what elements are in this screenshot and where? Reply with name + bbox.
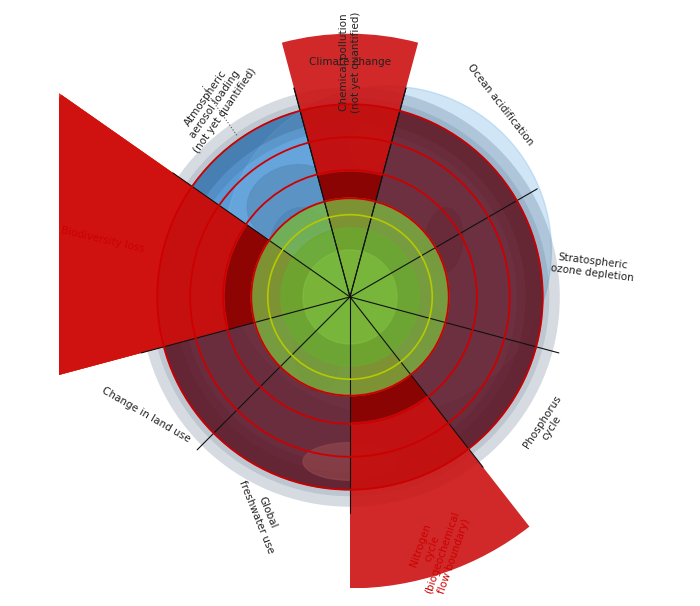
Text: Nitrogen
cycle
(biogeochemical
flow boundary): Nitrogen cycle (biogeochemical flow boun…	[402, 502, 472, 598]
Wedge shape	[350, 297, 468, 490]
Circle shape	[224, 86, 552, 414]
Text: Climate change: Climate change	[309, 57, 391, 67]
Circle shape	[303, 250, 397, 344]
Text: Atmospheric
aerosol loading
(not yet quantified): Atmospheric aerosol loading (not yet qua…	[172, 53, 258, 156]
Wedge shape	[300, 104, 400, 297]
Wedge shape	[0, 0, 350, 479]
Wedge shape	[225, 225, 350, 330]
Wedge shape	[0, 95, 350, 388]
Wedge shape	[350, 111, 517, 297]
Wedge shape	[0, 27, 350, 419]
Ellipse shape	[247, 165, 340, 241]
Wedge shape	[300, 104, 400, 297]
Text: Change in land use: Change in land use	[101, 385, 192, 444]
Wedge shape	[350, 297, 536, 449]
Text: Phosphorus
cycle: Phosphorus cycle	[522, 393, 573, 456]
Ellipse shape	[350, 125, 388, 168]
Wedge shape	[214, 297, 350, 490]
Wedge shape	[0, 95, 350, 388]
Wedge shape	[350, 111, 517, 297]
Wedge shape	[318, 171, 382, 297]
Wedge shape	[158, 187, 350, 347]
Text: Stratospheric
ozone depletion: Stratospheric ozone depletion	[550, 251, 636, 283]
Text: Global
freshwater use: Global freshwater use	[237, 474, 286, 555]
Wedge shape	[158, 187, 350, 347]
Ellipse shape	[408, 293, 442, 348]
Ellipse shape	[425, 208, 463, 273]
Wedge shape	[164, 297, 350, 433]
Text: Biodiversity loss: Biodiversity loss	[60, 225, 146, 255]
Wedge shape	[350, 297, 427, 422]
Wedge shape	[350, 297, 536, 449]
Wedge shape	[0, 0, 350, 443]
Circle shape	[281, 228, 419, 366]
Text: Chemical pollution
(not yet quantified): Chemical pollution (not yet quantified)	[340, 12, 360, 113]
Wedge shape	[350, 201, 542, 347]
Ellipse shape	[293, 316, 341, 391]
Text: Ocean acidification: Ocean acidification	[466, 62, 536, 147]
Circle shape	[158, 104, 542, 490]
Wedge shape	[282, 34, 418, 297]
Wedge shape	[350, 201, 542, 347]
Ellipse shape	[303, 442, 397, 481]
Wedge shape	[0, 68, 350, 401]
Circle shape	[251, 198, 449, 396]
Ellipse shape	[270, 208, 336, 292]
Wedge shape	[350, 297, 468, 490]
Wedge shape	[164, 297, 350, 433]
Wedge shape	[350, 297, 529, 588]
Wedge shape	[214, 297, 350, 490]
